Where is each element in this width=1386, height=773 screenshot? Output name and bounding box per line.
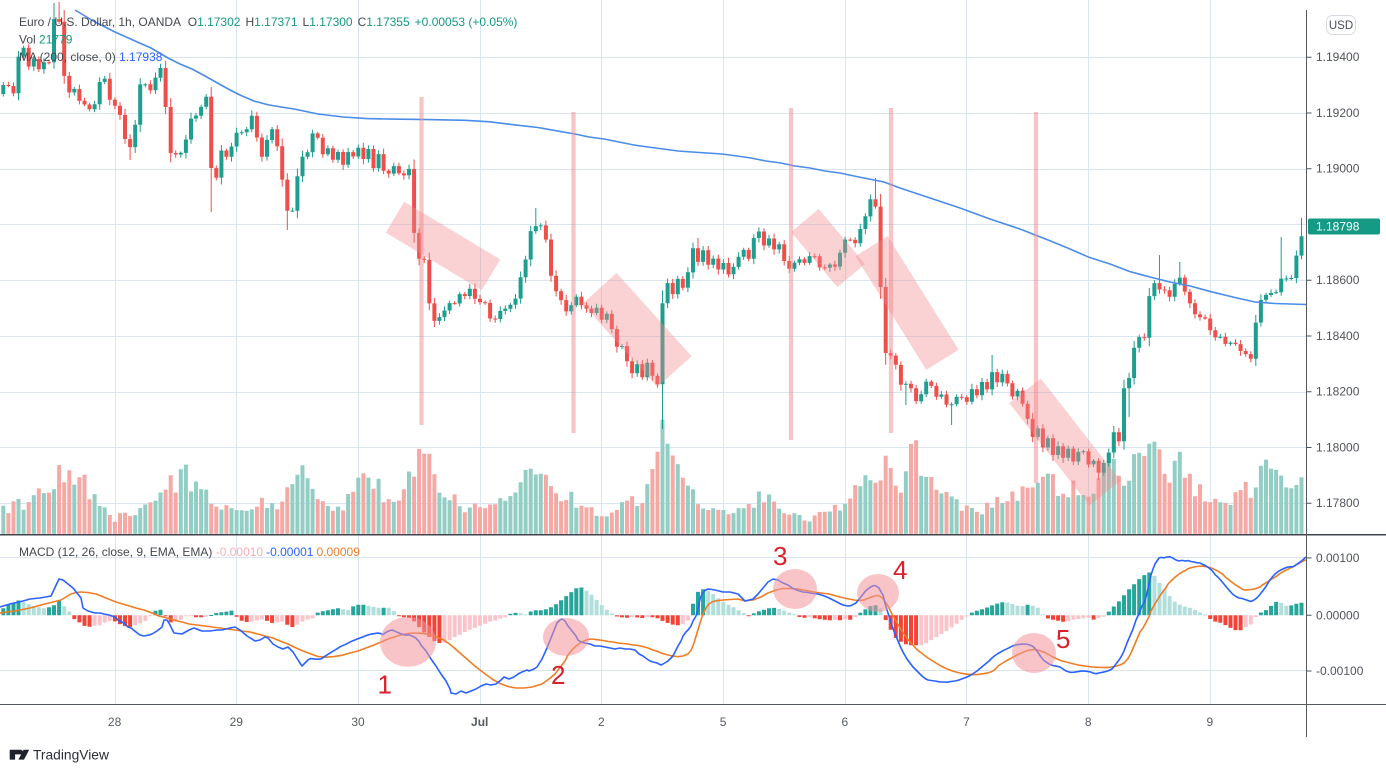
svg-text:1.18600: 1.18600 bbox=[1316, 273, 1360, 287]
svg-text:1.18000: 1.18000 bbox=[1316, 441, 1360, 455]
svg-text:9: 9 bbox=[1207, 715, 1214, 729]
svg-text:MACD (12, 26, close, 9, EMA, E: MACD (12, 26, close, 9, EMA, EMA) -0.000… bbox=[19, 545, 360, 559]
svg-text:8: 8 bbox=[1085, 715, 1092, 729]
svg-text:1.19000: 1.19000 bbox=[1316, 162, 1360, 176]
svg-text:USD: USD bbox=[1329, 20, 1353, 32]
svg-text:2: 2 bbox=[598, 715, 605, 729]
svg-text:3: 3 bbox=[773, 541, 787, 571]
svg-text:2: 2 bbox=[551, 660, 565, 690]
svg-text:29: 29 bbox=[230, 715, 244, 729]
svg-text:0.00000: 0.00000 bbox=[1316, 608, 1360, 622]
svg-text:1.18400: 1.18400 bbox=[1316, 329, 1360, 343]
svg-text:7: 7 bbox=[963, 715, 970, 729]
svg-text:0.00100: 0.00100 bbox=[1316, 551, 1360, 565]
svg-text:5: 5 bbox=[720, 715, 727, 729]
svg-text:30: 30 bbox=[351, 715, 365, 729]
svg-text:28: 28 bbox=[108, 715, 122, 729]
svg-text:6: 6 bbox=[841, 715, 848, 729]
svg-text:Euro / U.S. Dollar, 1h, OANDA: Euro / U.S. Dollar, 1h, OANDA O1.17302 H1… bbox=[19, 15, 517, 29]
svg-text:TradingView: TradingView bbox=[33, 748, 109, 763]
svg-text:-0.00100: -0.00100 bbox=[1316, 664, 1364, 678]
svg-text:MA (200, close, 0) 1.17938: MA (200, close, 0) 1.17938 bbox=[19, 50, 163, 64]
svg-text:4: 4 bbox=[893, 555, 907, 585]
svg-text:1.17800: 1.17800 bbox=[1316, 496, 1360, 510]
svg-text:1.18200: 1.18200 bbox=[1316, 385, 1360, 399]
svg-text:Jul: Jul bbox=[471, 715, 488, 729]
svg-text:1: 1 bbox=[378, 670, 392, 700]
svg-text:Vol 21779: Vol 21779 bbox=[19, 33, 73, 47]
svg-text:1.19400: 1.19400 bbox=[1316, 50, 1360, 64]
svg-text:1.18798: 1.18798 bbox=[1316, 220, 1360, 234]
svg-text:5: 5 bbox=[1056, 624, 1070, 654]
svg-text:1.19200: 1.19200 bbox=[1316, 106, 1360, 120]
